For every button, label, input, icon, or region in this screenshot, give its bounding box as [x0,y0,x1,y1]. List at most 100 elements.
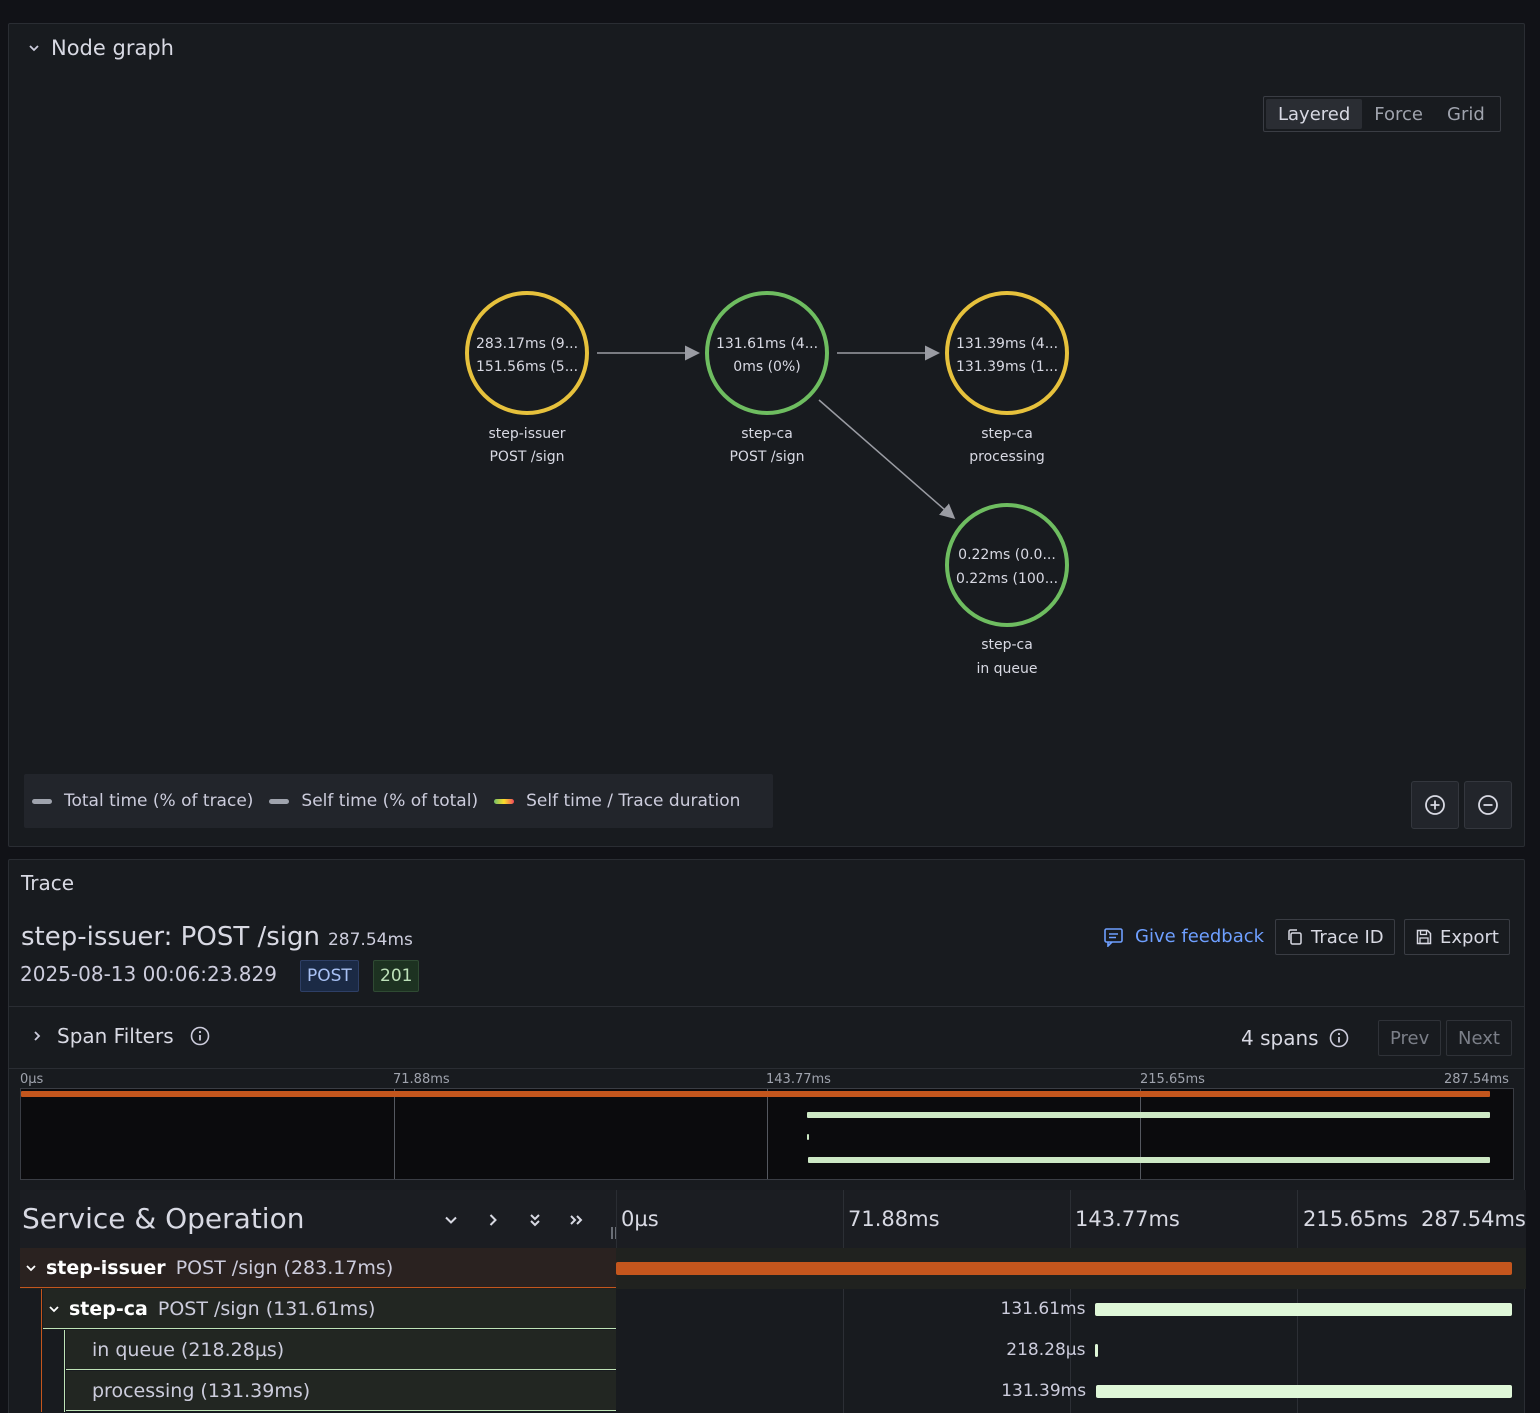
divider [9,1006,1524,1007]
node-graph-canvas[interactable]: 283.17ms (9... 151.56ms (5... step-issue… [9,24,1526,764]
zoom-out-button[interactable] [1464,781,1512,829]
give-feedback-link[interactable]: Give feedback [1103,926,1264,947]
node-circle[interactable] [945,503,1069,627]
node-circle[interactable] [465,291,589,415]
legend-swatch [32,798,52,804]
span-filters-label: Span Filters [57,1024,174,1048]
expand-one-button[interactable] [472,1208,514,1232]
node-stat-self: 0.22ms (100... [956,571,1058,587]
node-stat-self: 151.56ms (5... [476,359,578,375]
node-graph-title[interactable]: Node graph [51,36,174,60]
service-operation-header: Service & Operation [22,1202,305,1235]
timeline-tick: 71.88ms [848,1207,940,1231]
minimap-tick: 215.65ms [1140,1072,1205,1087]
legend-ratio[interactable]: Self time / Trace duration [494,791,740,811]
legend-ratio-label: Self time / Trace duration [526,791,741,811]
zoom-out-icon [1478,795,1498,815]
timeline-gridline [1070,1190,1071,1413]
legend-self-label: Self time (% of total) [301,791,479,811]
info-icon[interactable] [1329,1028,1349,1048]
give-feedback-label: Give feedback [1135,926,1265,947]
layout-layered-button[interactable]: Layered [1266,99,1363,129]
trace-minimap[interactable] [20,1088,1514,1180]
layout-force-button[interactable]: Force [1374,103,1423,125]
graph-node[interactable]: 0.22ms (0.0... 0.22ms (100... step-ca in… [945,503,1069,677]
span-name-cell [66,1371,616,1411]
span-operation: processing (131.39ms) [92,1380,311,1402]
graph-node[interactable]: 131.61ms (4... 0ms (0%) step-ca POST /si… [705,291,829,465]
node-service: step-ca [981,426,1033,442]
node-stat-total: 131.61ms (4... [716,336,818,352]
node-operation: POST /sign [489,449,564,465]
layout-grid-button[interactable]: Grid [1447,103,1485,125]
legend-total[interactable]: Total time (% of trace) [32,791,253,811]
minimap-tick: 71.88ms [393,1072,450,1087]
node-circle[interactable] [705,291,829,415]
copy-icon [1288,929,1302,945]
timeline-tick: 0µs [621,1207,659,1231]
node-service: step-ca [981,637,1033,653]
span-name[interactable]: processing (131.39ms) [92,1371,310,1411]
collapse-one-button[interactable] [430,1208,472,1232]
timeline-gridline [1297,1190,1298,1413]
info-icon[interactable] [190,1026,210,1046]
chevron-right-icon [489,1214,497,1226]
span-name-cell [20,1248,616,1288]
timeline-tick: 215.65ms [1303,1207,1408,1231]
export-button[interactable]: Export [1404,919,1510,955]
zoom-in-button[interactable] [1411,781,1459,829]
next-button[interactable]: Next [1446,1020,1512,1056]
collapse-all-button[interactable] [514,1208,556,1232]
expand-all-button[interactable] [556,1208,598,1232]
minimap-span-bar [807,1134,810,1140]
span-indent [20,1371,42,1412]
spans-count: 4 spans [1241,1026,1349,1050]
node-graph-panel: Node graph Layered Force Grid 283.17ms (… [8,23,1525,847]
chevron-down-icon[interactable] [28,42,40,54]
trace-id-button[interactable]: Trace ID [1275,919,1395,955]
span-indent [20,1289,42,1330]
node-circle[interactable] [945,291,1069,415]
chevron-down-icon[interactable] [25,1262,37,1274]
chevron-right-icon [34,1031,41,1041]
trace-id-label: Trace ID [1311,926,1384,948]
span-row[interactable]: in queue (218.28µs) [20,1330,1526,1371]
minimap-span-bar [808,1157,1490,1163]
span-indent [43,1371,65,1412]
node-stat-total: 131.39ms (4... [956,336,1058,352]
span-row[interactable]: step-issuer POST /sign (283.17ms) [20,1248,1526,1289]
node-graph-legend: Total time (% of trace) Self time (% of … [24,774,773,828]
span-row[interactable]: step-ca POST /sign (131.61ms) [20,1289,1526,1330]
minimap-span-bar [21,1091,1491,1097]
timeline-tick: 143.77ms [1075,1207,1180,1231]
span-table-header: Service & Operation [20,1190,617,1248]
span-row[interactable]: processing (131.39ms) [20,1371,1526,1412]
spans-count-label: 4 spans [1241,1026,1319,1050]
span-name[interactable]: step-ca POST /sign (131.61ms) [69,1289,375,1329]
prev-button[interactable]: Prev [1378,1020,1442,1056]
minimap-gridline [1140,1089,1141,1179]
legend-total-label: Total time (% of trace) [64,791,254,811]
divider [9,1068,1524,1069]
expand-controls [430,1208,598,1232]
minimap-gridline [394,1089,395,1179]
timeline-gridline [843,1190,844,1413]
span-operation: in queue (218.28µs) [92,1339,285,1361]
status-tag: 201 [373,960,420,992]
double-chevron-right-icon [570,1215,583,1225]
chevron-down-icon[interactable] [48,1303,60,1315]
minimap-tick: 0µs [20,1072,44,1087]
span-filters-toggle[interactable]: Span Filters [31,1024,210,1048]
graph-node[interactable]: 283.17ms (9... 151.56ms (5... step-issue… [465,291,589,465]
node-service: step-issuer [488,426,565,442]
edge-ca-to-queue[interactable] [818,399,956,519]
graph-node[interactable]: 131.39ms (4... 131.39ms (1... step-ca pr… [945,291,1069,465]
legend-self[interactable]: Self time (% of total) [269,791,478,811]
node-operation: processing [969,449,1044,465]
minimap-span-bar [807,1112,1490,1118]
span-name[interactable]: step-issuer POST /sign (283.17ms) [46,1248,393,1288]
span-indent [20,1330,42,1371]
minimap-ticks: 0µs 71.88ms 143.77ms 215.65ms 287.54ms [20,1072,1514,1088]
span-name[interactable]: in queue (218.28µs) [92,1330,284,1370]
trace-duration: 287.54ms [327,930,413,950]
